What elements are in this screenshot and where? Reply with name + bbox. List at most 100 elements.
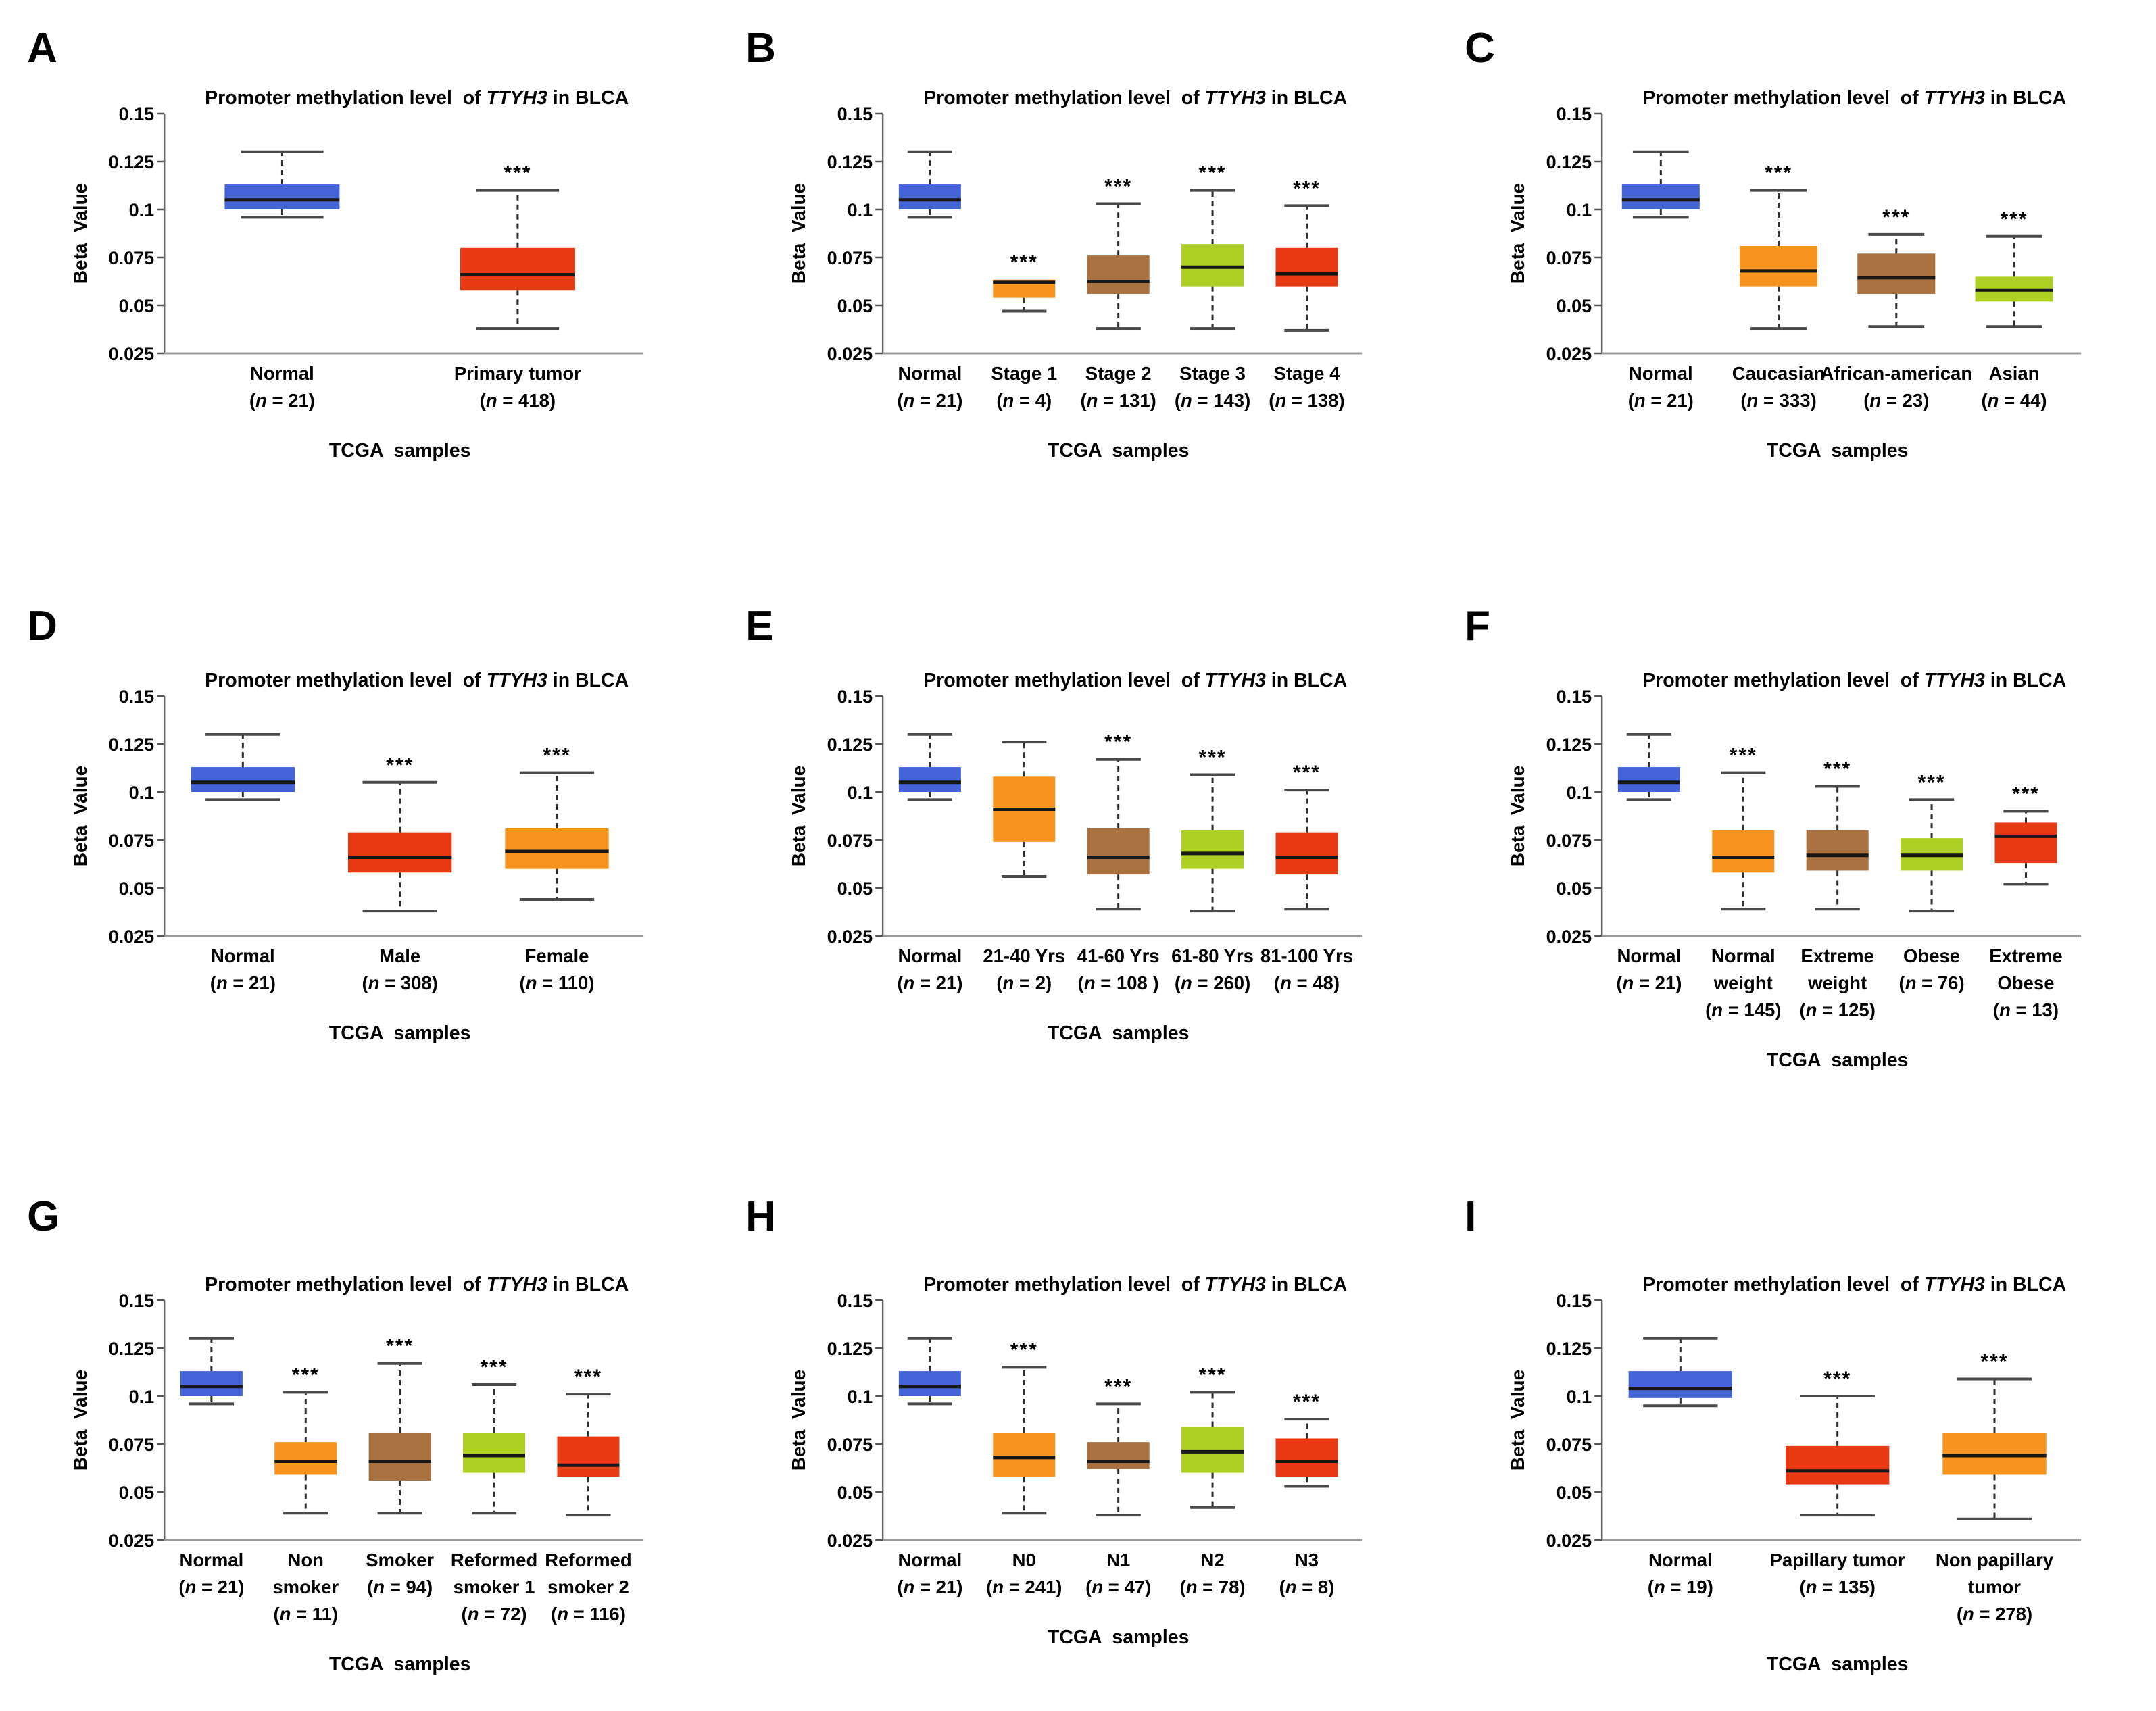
x-axis-label: TCGA samples xyxy=(329,1654,471,1675)
x-category-label: Smoker xyxy=(366,1549,434,1570)
box-group-E-5: *** 81-100 Yrs (n = 48) xyxy=(1260,762,1353,993)
box-group-G-5: *** Reformed smoker 2 (n = 116) xyxy=(545,1366,631,1625)
y-tick-label: 0.1 xyxy=(848,783,873,803)
panel-letter: G xyxy=(27,1193,59,1240)
box-group-G-1: Normal (n = 21) xyxy=(178,1337,244,1597)
y-tick-label: 0.1 xyxy=(848,1387,873,1407)
x-category-label: Stage 3 xyxy=(1179,363,1246,384)
box xyxy=(224,184,340,209)
significance-stars: *** xyxy=(1293,762,1321,784)
y-tick-label: 0.05 xyxy=(119,1483,155,1503)
x-axis-label: TCGA samples xyxy=(329,1022,471,1044)
y-tick-label: 0.125 xyxy=(109,152,155,172)
box xyxy=(463,1432,526,1473)
significance-stars: *** xyxy=(1293,1391,1321,1413)
significance-stars: *** xyxy=(1917,771,1945,793)
chart-title: Promoter methylation level of TTYH3 in B… xyxy=(923,87,1347,109)
panel-H: H Promoter methylation level of TTYH3 in … xyxy=(718,1141,1437,1711)
y-axis-label: Beta Value xyxy=(70,766,91,866)
x-category-label: Normal xyxy=(250,363,314,384)
x-category-label: (n = 260) xyxy=(1175,972,1250,993)
x-category-label: (n = 21) xyxy=(1627,390,1693,411)
y-tick-label: 0.075 xyxy=(109,830,155,851)
panel-letter: C xyxy=(1465,25,1495,72)
significance-stars: *** xyxy=(1729,745,1757,767)
chart-D: D Promoter methylation level of TTYH3 in … xyxy=(27,603,644,1044)
chart-title: Promoter methylation level of TTYH3 in B… xyxy=(1642,1274,2066,1295)
chart-E: E Promoter methylation level of TTYH3 in … xyxy=(745,603,1363,1044)
box-group-E-4: *** 61-80 Yrs (n = 260) xyxy=(1171,746,1254,993)
x-category-label: (n = 278) xyxy=(1956,1604,2032,1625)
x-category-label: (n = 143) xyxy=(1175,390,1250,411)
box-group-H-1: Normal (n = 21) xyxy=(898,1337,963,1597)
significance-stars: *** xyxy=(386,1335,414,1358)
box xyxy=(191,767,295,792)
y-axis-label: Beta Value xyxy=(788,1370,809,1470)
x-axis-label: TCGA samples xyxy=(1767,1049,1909,1071)
x-category-label: Papillary tumor xyxy=(1769,1549,1905,1570)
x-category-label: (n = 21) xyxy=(210,972,276,993)
x-category-label: Non xyxy=(288,1549,324,1570)
box xyxy=(347,832,452,873)
box-group-B-4: *** Stage 3 (n = 143) xyxy=(1175,162,1250,411)
box-group-I-1: Normal (n = 19) xyxy=(1628,1337,1732,1597)
y-tick-label: 0.025 xyxy=(109,344,155,364)
box-group-G-3: *** Smoker (n = 94) xyxy=(366,1335,434,1597)
chart-C: C Promoter methylation level of TTYH3 in … xyxy=(1465,25,2081,462)
x-category-label: (n = 125) xyxy=(1799,999,1875,1020)
y-axis-label: Beta Value xyxy=(1507,1370,1528,1470)
y-axis-label: Beta Value xyxy=(1507,766,1528,866)
x-category-label: (n = 47) xyxy=(1085,1577,1151,1597)
box-group-C-2: *** Caucasian (n = 333) xyxy=(1732,162,1825,411)
x-category-label: (n = 44) xyxy=(1981,390,2047,411)
significance-stars: *** xyxy=(1823,1368,1851,1390)
y-tick-label: 0.15 xyxy=(837,104,873,124)
box-group-C-3: *** African-american (n = 23) xyxy=(1820,206,1972,411)
x-category-label: (n = 13) xyxy=(1993,999,2059,1020)
box-group-H-4: *** N2 (n = 78) xyxy=(1180,1364,1246,1597)
box-group-I-3: *** Non papillary tumor (n = 278) xyxy=(1936,1350,2054,1625)
x-category-label: N1 xyxy=(1106,1549,1130,1570)
box-group-B-3: *** Stage 2 (n = 131) xyxy=(1081,175,1156,411)
box xyxy=(1181,244,1244,287)
x-category-label: Normal xyxy=(211,945,275,966)
panel-letter: B xyxy=(745,25,776,72)
x-category-label: Stage 4 xyxy=(1274,363,1341,384)
x-axis-label: TCGA samples xyxy=(1048,440,1190,462)
significance-stars: *** xyxy=(1882,206,1910,228)
significance-stars: *** xyxy=(386,754,414,776)
significance-stars: *** xyxy=(574,1366,602,1388)
y-axis-label: Beta Value xyxy=(1507,183,1528,284)
box xyxy=(505,828,609,869)
x-category-label: (n = 48) xyxy=(1274,972,1340,993)
x-category-label: Normal xyxy=(1648,1549,1713,1570)
x-category-label: 61-80 Yrs xyxy=(1171,945,1254,966)
x-category-label: 21-40 Yrs xyxy=(983,945,1066,966)
y-tick-label: 0.125 xyxy=(1546,735,1592,755)
box xyxy=(557,1436,620,1477)
box-group-G-4: *** Reformed smoker 1 (n = 72) xyxy=(451,1356,537,1625)
y-tick-label: 0.025 xyxy=(1546,1531,1592,1551)
x-category-label: 81-100 Yrs xyxy=(1260,945,1353,966)
significance-stars: *** xyxy=(1104,1375,1132,1397)
x-category-label: (n = 72) xyxy=(462,1604,527,1625)
chart-H: H Promoter methylation level of TTYH3 in … xyxy=(745,1193,1363,1648)
box-group-H-5: *** N3 (n = 8) xyxy=(1275,1391,1338,1597)
y-tick-label: 0.15 xyxy=(119,1291,155,1311)
chart-title: Promoter methylation level of TTYH3 in B… xyxy=(923,1274,1347,1295)
x-category-label: (n = 131) xyxy=(1081,390,1156,411)
panel-B: B Promoter methylation level of TTYH3 in … xyxy=(718,0,1437,570)
x-category-label: (n = 110) xyxy=(520,972,595,993)
y-tick-label: 0.05 xyxy=(837,1483,873,1503)
box-group-F-1: Normal (n = 21) xyxy=(1616,733,1682,993)
panel-letter: I xyxy=(1465,1193,1476,1240)
x-category-label: African-american xyxy=(1820,363,1972,384)
y-tick-label: 0.15 xyxy=(1556,1291,1592,1311)
chart-G: G Promoter methylation level of TTYH3 in … xyxy=(27,1193,644,1675)
x-category-label: (n = 135) xyxy=(1799,1577,1875,1597)
box xyxy=(180,1371,243,1396)
significance-stars: *** xyxy=(504,162,531,184)
x-category-label: (n = 145) xyxy=(1705,999,1781,1020)
x-category-label: Stage 1 xyxy=(991,363,1058,384)
x-category-label: N0 xyxy=(1012,1549,1036,1570)
